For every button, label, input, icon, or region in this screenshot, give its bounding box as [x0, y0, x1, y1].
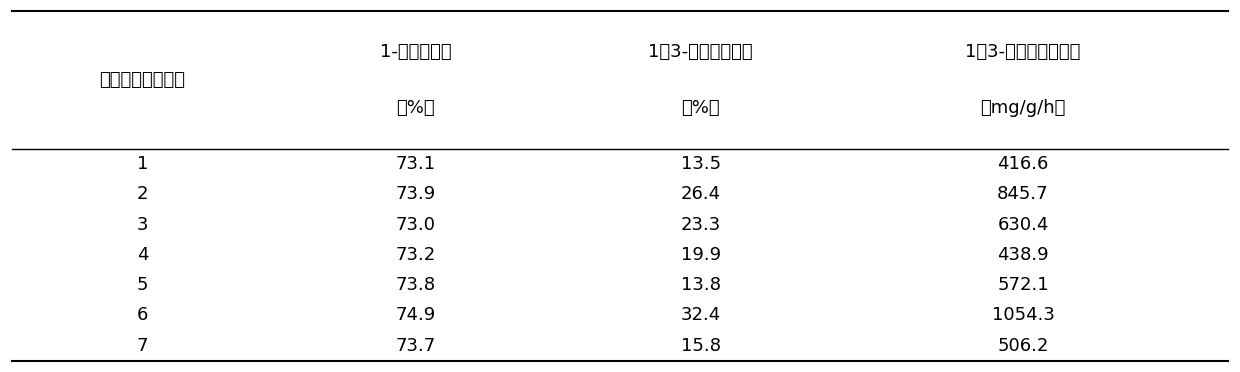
Text: 6: 6 — [136, 307, 149, 324]
Text: 7: 7 — [136, 337, 149, 355]
Text: 845.7: 845.7 — [997, 185, 1049, 203]
Text: （%）: （%） — [681, 99, 720, 117]
Text: 416.6: 416.6 — [997, 155, 1049, 173]
Text: 4: 4 — [136, 246, 149, 264]
Text: 506.2: 506.2 — [997, 337, 1049, 355]
Text: （mg/g/h）: （mg/g/h） — [981, 99, 1065, 117]
Text: 32.4: 32.4 — [681, 307, 720, 324]
Text: 73.2: 73.2 — [396, 246, 435, 264]
Text: 3: 3 — [136, 215, 149, 234]
Text: 催化剂制备实施例: 催化剂制备实施例 — [99, 71, 186, 89]
Text: 73.9: 73.9 — [396, 185, 435, 203]
Text: 19.9: 19.9 — [681, 246, 720, 264]
Text: 5: 5 — [136, 276, 149, 294]
Text: 1054.3: 1054.3 — [992, 307, 1054, 324]
Text: 13.5: 13.5 — [681, 155, 720, 173]
Text: 630.4: 630.4 — [997, 215, 1049, 234]
Text: 73.0: 73.0 — [396, 215, 435, 234]
Text: 2: 2 — [136, 185, 149, 203]
Text: 74.9: 74.9 — [396, 307, 435, 324]
Text: 13.8: 13.8 — [681, 276, 720, 294]
Text: 1-丁烯转化率: 1-丁烯转化率 — [379, 43, 451, 61]
Text: 73.7: 73.7 — [396, 337, 435, 355]
Text: （%）: （%） — [396, 99, 435, 117]
Text: 438.9: 438.9 — [997, 246, 1049, 264]
Text: 73.8: 73.8 — [396, 276, 435, 294]
Text: 73.1: 73.1 — [396, 155, 435, 173]
Text: 23.3: 23.3 — [681, 215, 720, 234]
Text: 15.8: 15.8 — [681, 337, 720, 355]
Text: 1，3-丁二烯时空收率: 1，3-丁二烯时空收率 — [965, 43, 1081, 61]
Text: 572.1: 572.1 — [997, 276, 1049, 294]
Text: 1: 1 — [136, 155, 149, 173]
Text: 1，3-丁二烯选择性: 1，3-丁二烯选择性 — [649, 43, 753, 61]
Text: 26.4: 26.4 — [681, 185, 720, 203]
